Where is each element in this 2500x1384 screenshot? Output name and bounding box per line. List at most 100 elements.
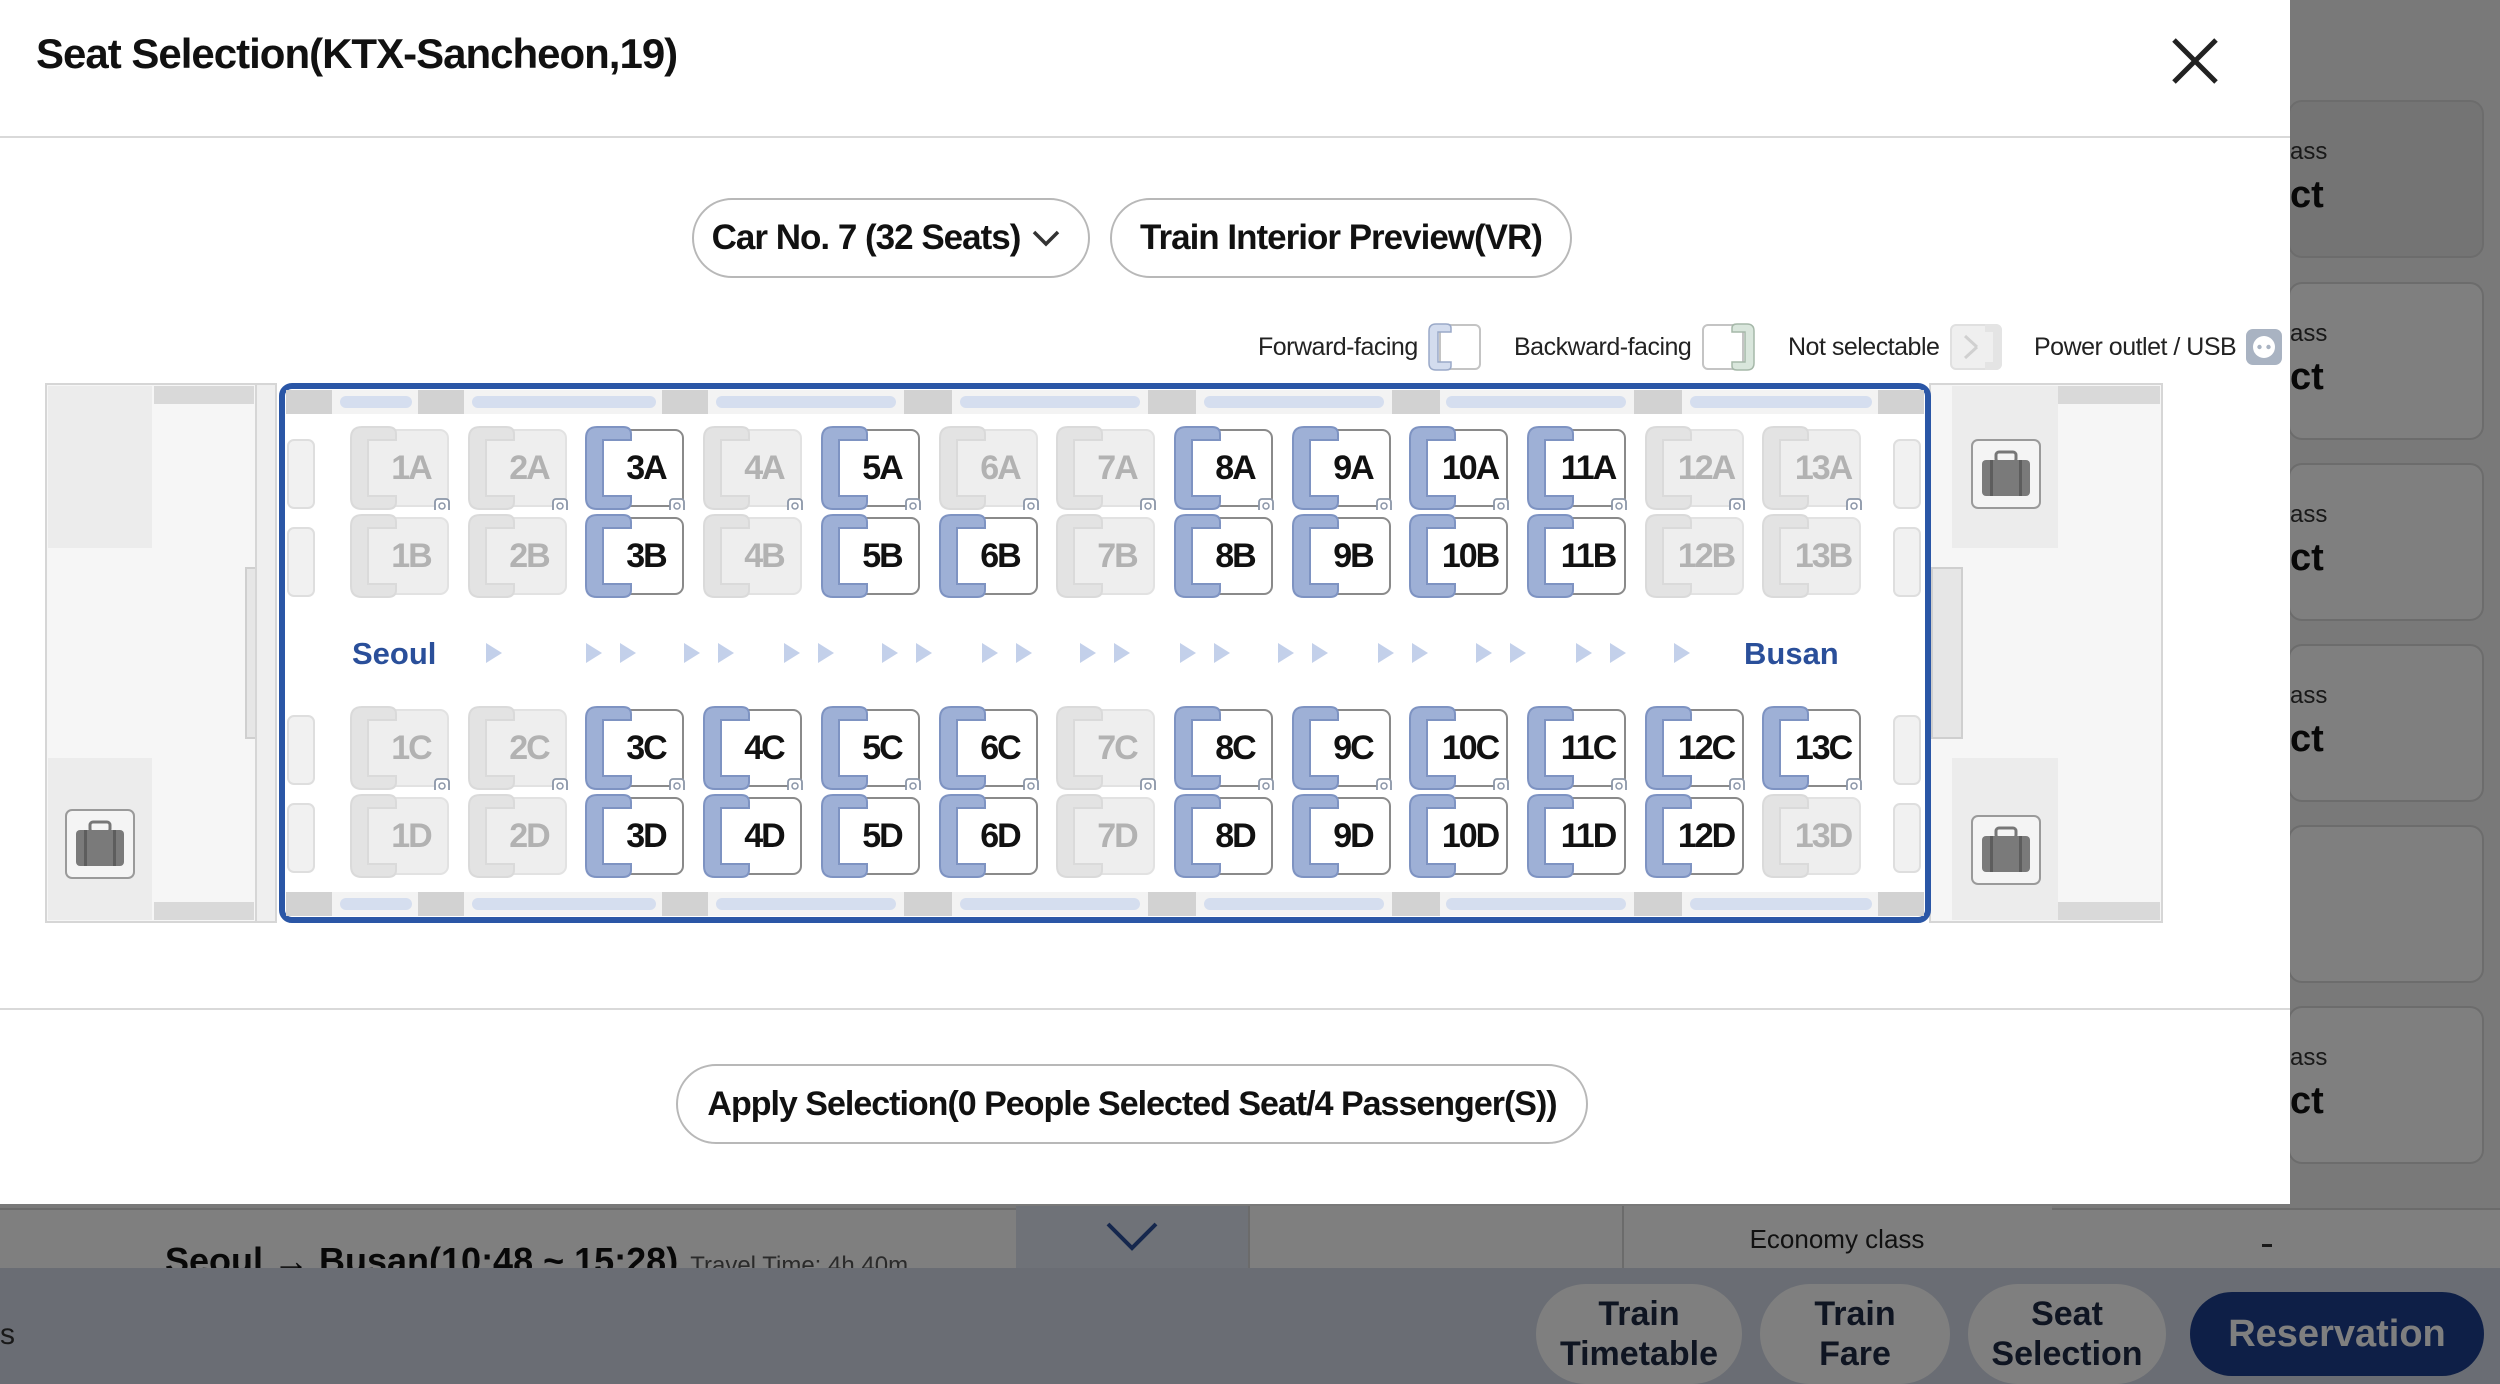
seat-12A: 12A — [1645, 426, 1745, 510]
legend-label: Backward-facing — [1514, 332, 1692, 361]
seat-10B[interactable]: 10B — [1409, 514, 1509, 598]
seat-icon — [350, 514, 449, 598]
seat-10A[interactable]: 10A — [1409, 426, 1509, 510]
seat-12D[interactable]: 12D — [1645, 794, 1745, 878]
seat-3A[interactable]: 3A — [585, 426, 685, 510]
seat-9A[interactable]: 9A — [1292, 426, 1392, 510]
seat-11C[interactable]: 11C — [1527, 706, 1627, 790]
seat-label: 9B — [1333, 537, 1374, 575]
seat-10D[interactable]: 10D — [1409, 794, 1509, 878]
seat-2D: 2D — [468, 794, 568, 878]
seat-label: 8D — [1215, 817, 1256, 855]
seat-10C[interactable]: 10C — [1409, 706, 1509, 790]
seat-11B[interactable]: 11B — [1527, 514, 1627, 598]
seat-5A[interactable]: 5A — [821, 426, 921, 510]
power-outlet-icon — [1376, 498, 1392, 510]
seat-3C[interactable]: 3C — [585, 706, 685, 790]
car-select-value: Car No. 7 (32 Seats) — [711, 218, 1022, 257]
power-outlet-icon — [1140, 778, 1156, 790]
seat-1C: 1C — [350, 706, 450, 790]
power-outlet-icon — [1023, 498, 1039, 510]
seat-label: 4D — [744, 817, 785, 855]
seat-label: 5C — [862, 729, 903, 767]
seat-8A[interactable]: 8A — [1174, 426, 1274, 510]
seat-icon — [821, 426, 921, 510]
seat-icon — [1527, 426, 1627, 510]
seat-label: 10B — [1441, 537, 1500, 575]
seat-3B[interactable]: 3B — [585, 514, 685, 598]
seat-11A[interactable]: 11A — [1527, 426, 1627, 510]
seat-6B[interactable]: 6B — [939, 514, 1039, 598]
seat-9C[interactable]: 9C — [1292, 706, 1392, 790]
seat-label: 11C — [1560, 729, 1618, 767]
car-select-dropdown[interactable]: Car No. 7 (32 Seats) — [692, 198, 1090, 278]
luggage-icon — [65, 809, 135, 879]
seat-5B[interactable]: 5B — [821, 514, 921, 598]
seat-4C[interactable]: 4C — [703, 706, 803, 790]
seat-13C[interactable]: 13C — [1762, 706, 1862, 790]
seat-label: 12C — [1677, 729, 1736, 767]
seat-label: 8B — [1215, 537, 1256, 575]
apply-selection-button[interactable]: Apply Selection(0 People Selected Seat/4… — [676, 1064, 1588, 1144]
seat-12C[interactable]: 12C — [1645, 706, 1745, 790]
seat-label: 3B — [626, 537, 667, 575]
seat-8B[interactable]: 8B — [1174, 514, 1274, 598]
seat-icon — [939, 706, 1039, 790]
seat-label: 2D — [509, 817, 550, 855]
seat-6D[interactable]: 6D — [939, 794, 1039, 878]
seat-1A: 1A — [350, 426, 450, 510]
seat-7D: 7D — [1056, 794, 1156, 878]
seat-selection-modal: Seat Selection(KTX-Sancheon,19) Car No. … — [0, 0, 2290, 1204]
seat-6C[interactable]: 6C — [939, 706, 1039, 790]
seat-label: 7C — [1097, 729, 1138, 767]
power-outlet-icon — [669, 778, 685, 790]
seat-11D[interactable]: 11D — [1527, 794, 1627, 878]
seat-label: 10D — [1441, 817, 1500, 855]
forward-facing-seat-icon — [1427, 323, 1481, 371]
seat-9D[interactable]: 9D — [1292, 794, 1392, 878]
power-outlet-icon — [1493, 498, 1509, 510]
chevron-down-icon — [1032, 230, 1060, 247]
modal-title: Seat Selection(KTX-Sancheon,19) — [36, 30, 678, 77]
power-outlet-icon — [1493, 778, 1509, 790]
seat-icon — [1292, 514, 1391, 598]
seat-2B: 2B — [468, 514, 568, 598]
seat-icon — [703, 514, 802, 598]
seat-icon — [1762, 514, 1861, 598]
seat-label: 11A — [1560, 449, 1618, 487]
seat-7B: 7B — [1056, 514, 1156, 598]
close-button[interactable] — [2160, 26, 2230, 96]
seat-8C[interactable]: 8C — [1174, 706, 1274, 790]
seat-label: 7B — [1097, 537, 1138, 575]
seat-icon — [350, 426, 450, 510]
seat-label: 8C — [1215, 729, 1256, 767]
seat-icon — [1645, 514, 1744, 598]
legend-label: Forward-facing — [1258, 332, 1418, 361]
legend-forward-facing: Forward-facing — [1258, 322, 1484, 372]
seat-3D[interactable]: 3D — [585, 794, 685, 878]
seat-icon — [468, 706, 568, 790]
seat-4D[interactable]: 4D — [703, 794, 803, 878]
seat-5C[interactable]: 5C — [821, 706, 921, 790]
vr-preview-button[interactable]: Train Interior Preview(VR) — [1110, 198, 1572, 278]
seat-icon — [703, 426, 803, 510]
car-structure — [45, 383, 2163, 923]
seat-icon — [585, 426, 685, 510]
legend-label: Not selectable — [1788, 332, 1940, 361]
seat-label: 9C — [1333, 729, 1374, 767]
not-selectable-seat-icon — [1950, 324, 2003, 370]
seat-label: 13D — [1794, 817, 1853, 855]
seat-label: 6D — [980, 817, 1021, 855]
seat-icon — [1409, 514, 1508, 598]
seat-label: 1B — [391, 537, 432, 575]
seat-9B[interactable]: 9B — [1292, 514, 1392, 598]
seat-8D[interactable]: 8D — [1174, 794, 1274, 878]
power-outlet-icon — [552, 778, 568, 790]
seat-13B: 13B — [1762, 514, 1862, 598]
seat-icon — [585, 706, 685, 790]
seat-icon — [703, 706, 803, 790]
seat-icon — [939, 426, 1039, 510]
seat-5D[interactable]: 5D — [821, 794, 921, 878]
seat-label: 12D — [1677, 817, 1736, 855]
seat-label: 5A — [862, 449, 903, 487]
